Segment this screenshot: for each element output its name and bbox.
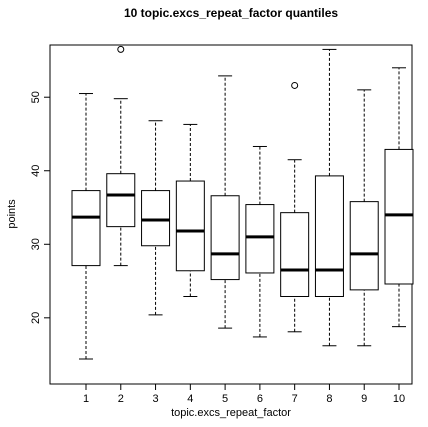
outlier [117, 45, 125, 53]
x-tick-label: 5 [222, 393, 228, 405]
x-tick-label: 2 [118, 393, 124, 405]
y-tick-label: 20 [30, 312, 42, 324]
x-tick-label: 7 [292, 393, 298, 405]
x-tick-label: 4 [187, 393, 193, 405]
chart-title: 10 topic.excs_repeat_factor quantiles [124, 6, 338, 20]
box [280, 212, 310, 297]
box [314, 175, 344, 297]
y-axis-label: points [6, 199, 18, 229]
x-tick-label: 10 [393, 393, 405, 405]
x-tick-label: 9 [361, 393, 367, 405]
box [384, 148, 414, 285]
x-tick-label: 6 [257, 393, 263, 405]
box [245, 204, 275, 274]
x-tick-label: 1 [83, 393, 89, 405]
box [175, 180, 205, 272]
box [71, 190, 101, 267]
y-tick-label: 50 [30, 91, 42, 103]
box [106, 173, 136, 228]
y-tick-label: 30 [30, 238, 42, 250]
x-tick-label: 3 [152, 393, 158, 405]
y-tick-label: 40 [30, 165, 42, 177]
box [349, 201, 379, 291]
box [141, 190, 171, 247]
x-tick-label: 8 [326, 393, 332, 405]
outlier [291, 81, 299, 89]
box [210, 195, 240, 281]
x-axis-label: topic.excs_repeat_factor [171, 407, 291, 419]
